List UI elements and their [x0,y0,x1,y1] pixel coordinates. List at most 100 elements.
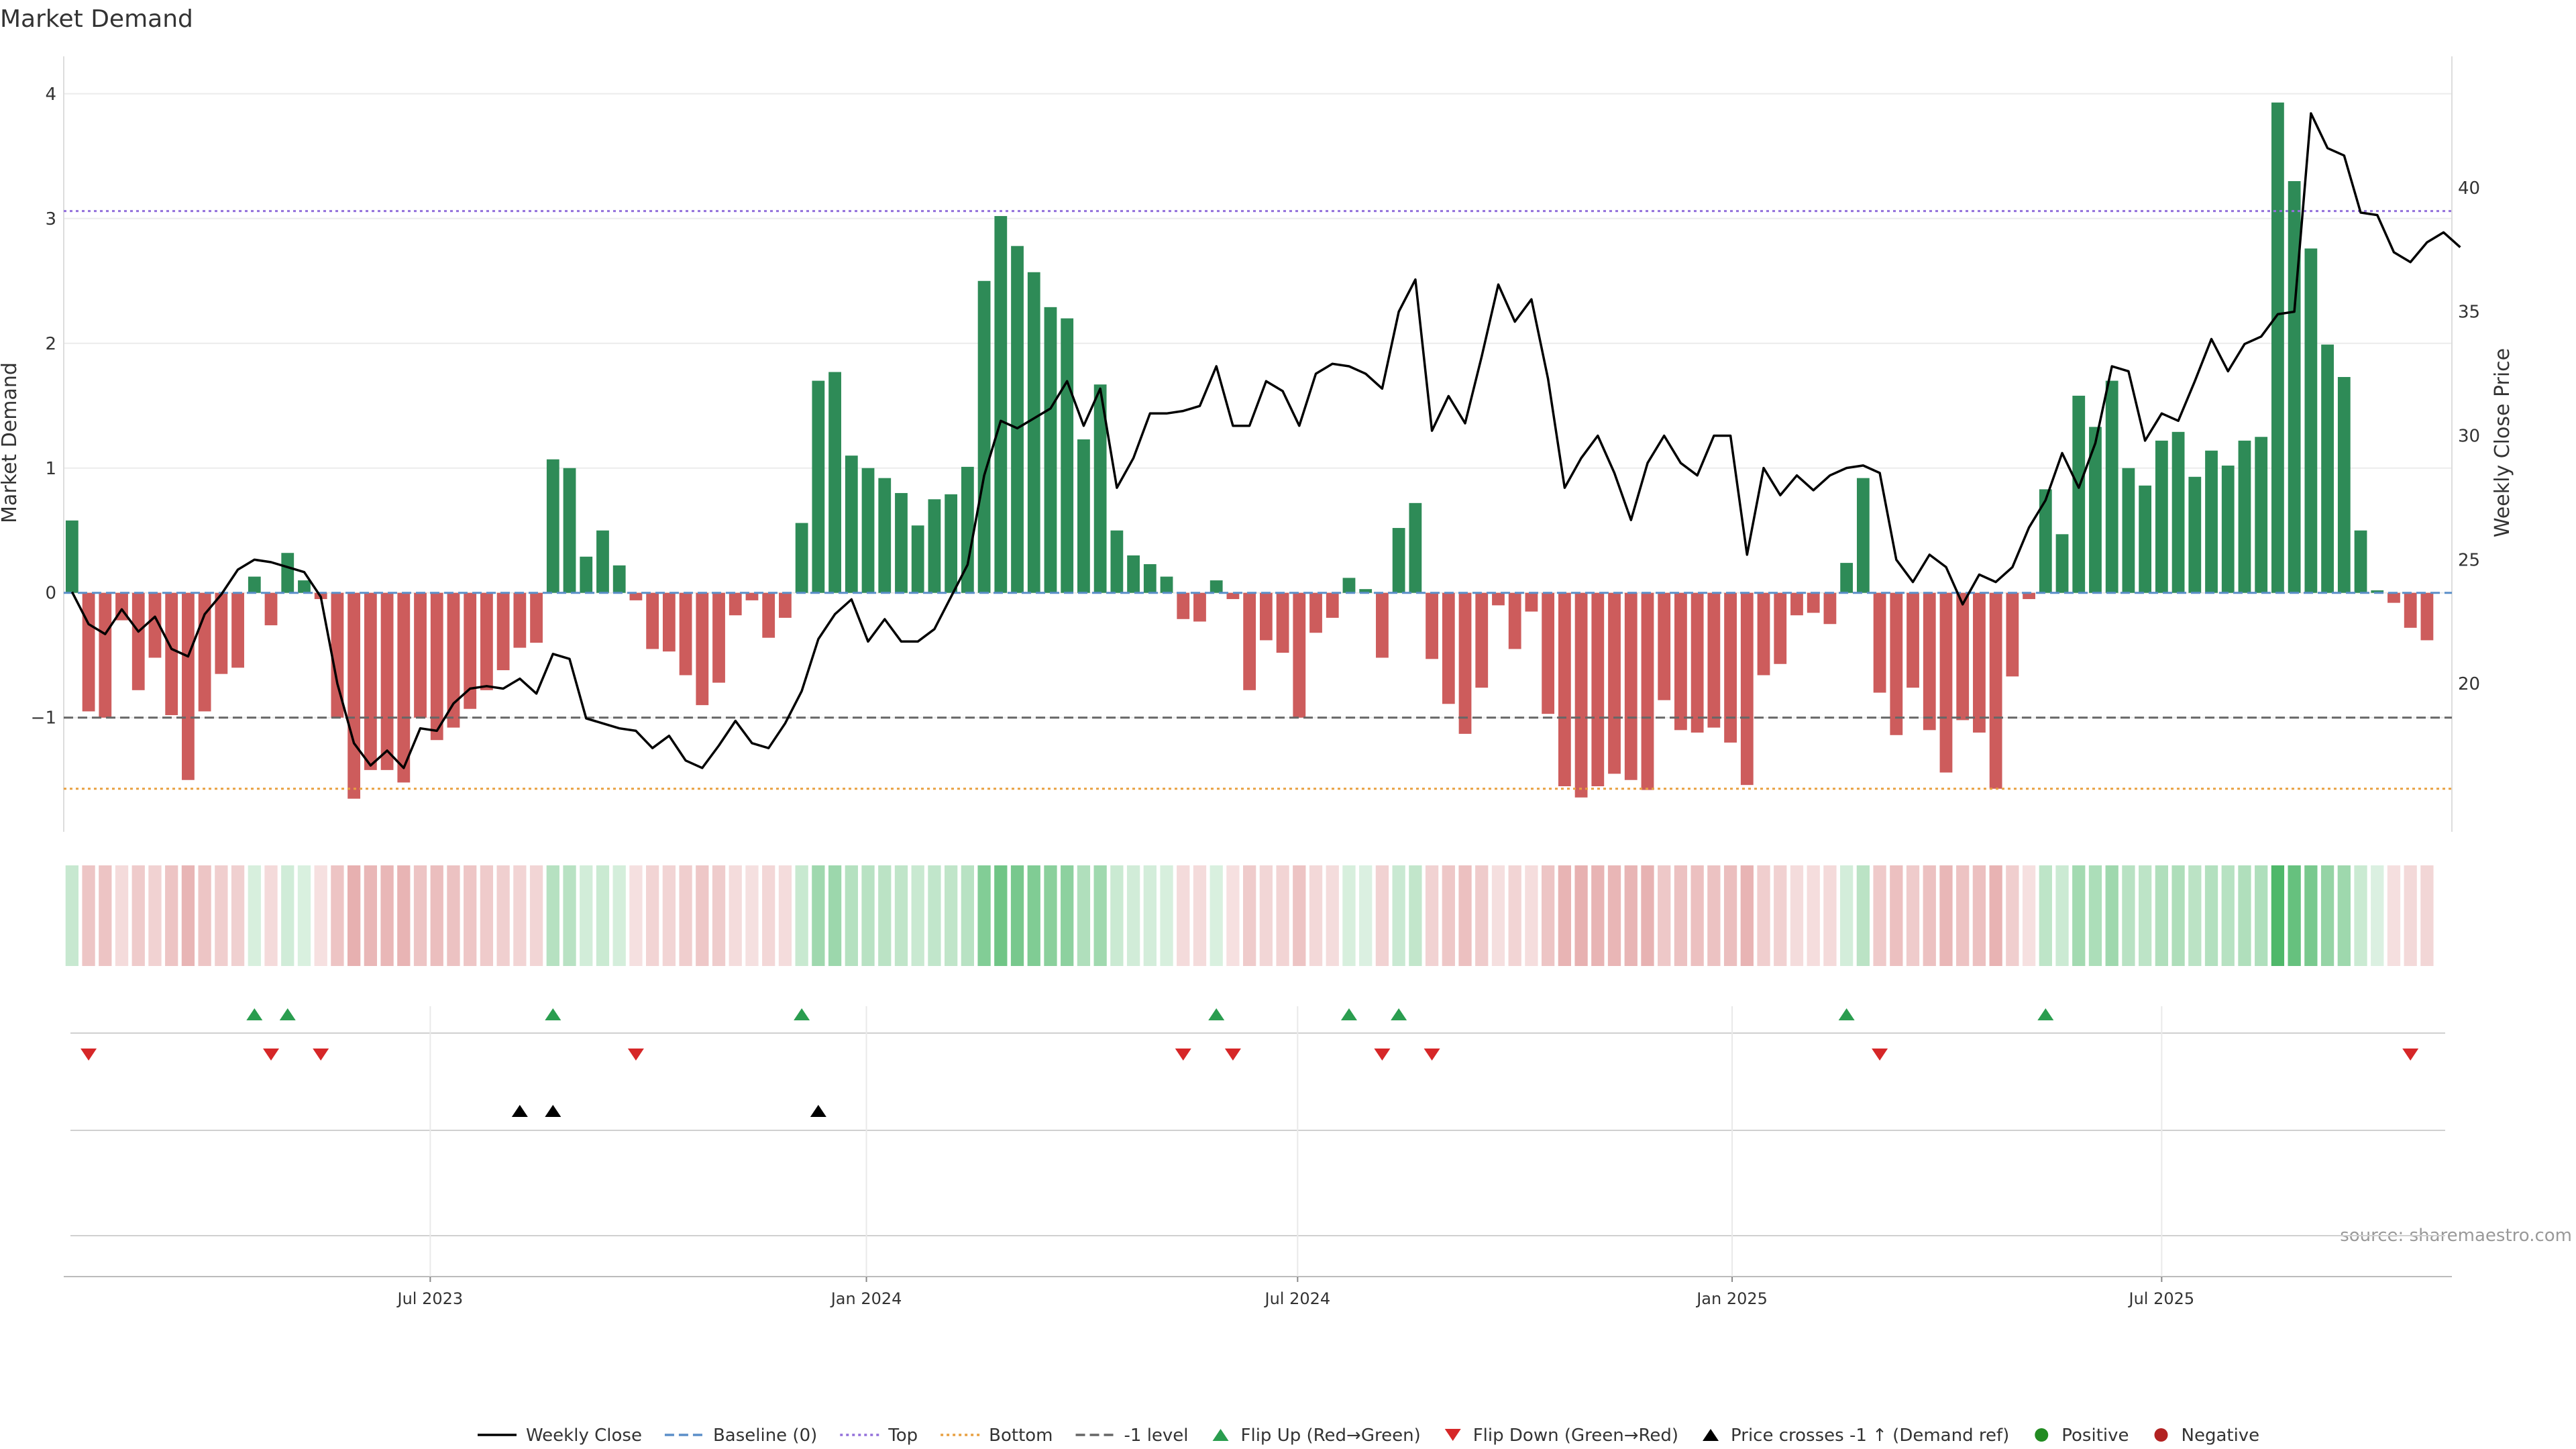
strength-cell [762,865,775,966]
strength-cell [1425,865,1439,966]
price-cross-marker [545,1105,561,1117]
strength-cell [2221,865,2235,966]
demand-bar [961,466,974,593]
legend-label: Price crosses -1 ↑ (Demand ref) [1731,1426,2009,1446]
strength-cell [264,865,278,966]
x-tick-label: Jul 2023 [396,1289,464,1308]
demand-bar [298,580,311,593]
demand-bar [2039,489,2052,593]
y-right-tick-label: 40 [2458,178,2480,199]
demand-bar [65,520,78,593]
demand-bar [1608,592,1621,774]
legend-item: Top [840,1426,918,1446]
strength-cell [1757,865,1770,966]
demand-bar [231,592,244,668]
legend-label: Top [888,1426,918,1446]
strength-cell [331,865,344,966]
strength-cell [1160,865,1173,966]
y-axis-right-label: Weekly Close Price [2491,348,2514,537]
strength-cell [1226,865,1240,966]
flip-up-marker [545,1008,561,1020]
demand-bar [2238,440,2251,593]
demand-bar [1923,592,1936,731]
flip-up-marker [1838,1008,1855,1020]
demand-bar [1127,555,1140,593]
strength-cell [1873,865,1886,966]
strength-cell [1259,865,1273,966]
y-tick-label: 3 [45,209,56,229]
strength-cell [1807,865,1820,966]
demand-bar [165,592,178,716]
demand-bar [1061,318,1074,593]
demand-bar [530,592,543,643]
flip-up-marker [1208,1008,1225,1020]
demand-bar [1989,592,2002,789]
strength-cell [2039,865,2052,966]
strength-cell [1010,865,1024,966]
strength-cell [1044,865,1057,966]
demand-bar [1674,592,1687,731]
legend-label: Baseline (0) [713,1426,817,1446]
legend-item: Weekly Close [478,1426,642,1446]
legend: Weekly Close Baseline (0) Top Bottom -1 leve… [478,1426,2259,1446]
strength-cell [2204,865,2218,966]
strength-cell [1027,865,1040,966]
demand-bar [1658,592,1671,700]
event-markers-panel [64,1006,2452,1277]
strength-cell [1508,865,1521,966]
strength-cell [2271,865,2285,966]
demand-bar [215,592,228,674]
demand-bar [1442,592,1455,704]
demand-bar [1359,589,1373,593]
demand-bar [1458,592,1472,734]
strength-cell [2188,865,2202,966]
demand-bar [1591,592,1605,787]
demand-bar [1110,530,1124,593]
demand-bar [1409,502,1422,593]
y-right-tick-label: 20 [2458,674,2480,694]
demand-bar [1492,592,1505,606]
strength-cell [1906,865,1920,966]
demand-bar [1574,592,1588,798]
demand-bar [1939,592,1953,773]
strength-cell [645,865,659,966]
strength-cell [1558,865,1572,966]
strength-cell [977,865,991,966]
strength-cell [911,865,924,966]
strength-cell [2072,865,2086,966]
strength-cell [696,865,709,966]
weekly-close-line [70,112,2461,769]
demand-bar [2006,592,2019,677]
strength-cell [513,865,527,966]
demand-bar [1376,592,1389,658]
demand-bar [2404,592,2417,628]
strength-cell [1939,865,1953,966]
price-cross-marker [810,1105,826,1117]
demand-bar [1724,592,1737,743]
demand-bar [1807,592,1820,613]
main-panel: −1 0 1 2 3 4 20 25 30 35 40 [31,56,2480,832]
x-tick-label: Jan 2025 [1695,1289,1768,1308]
demand-bar [1226,592,1240,600]
demand-bar [1774,592,1787,664]
demand-bar [1426,592,1438,659]
demand-bar [1790,592,1803,616]
strength-cell [1359,865,1373,966]
demand-bar [861,468,875,593]
strength-cell [1574,865,1588,966]
demand-bar [1027,272,1040,593]
flip-down-marker [263,1049,280,1061]
demand-bar [563,468,576,593]
y-right-tick-label: 35 [2458,303,2480,323]
demand-bar [928,499,941,593]
strength-cell [1143,865,1157,966]
strength-cell [1674,865,1688,966]
demand-bar [1856,478,1870,593]
demand-bar [2105,380,2118,593]
legend-label: -1 level [1124,1426,1189,1446]
demand-bar [1740,592,1754,786]
demand-bar [2288,180,2301,593]
demand-bar [2055,534,2069,593]
demand-bar [430,592,443,741]
